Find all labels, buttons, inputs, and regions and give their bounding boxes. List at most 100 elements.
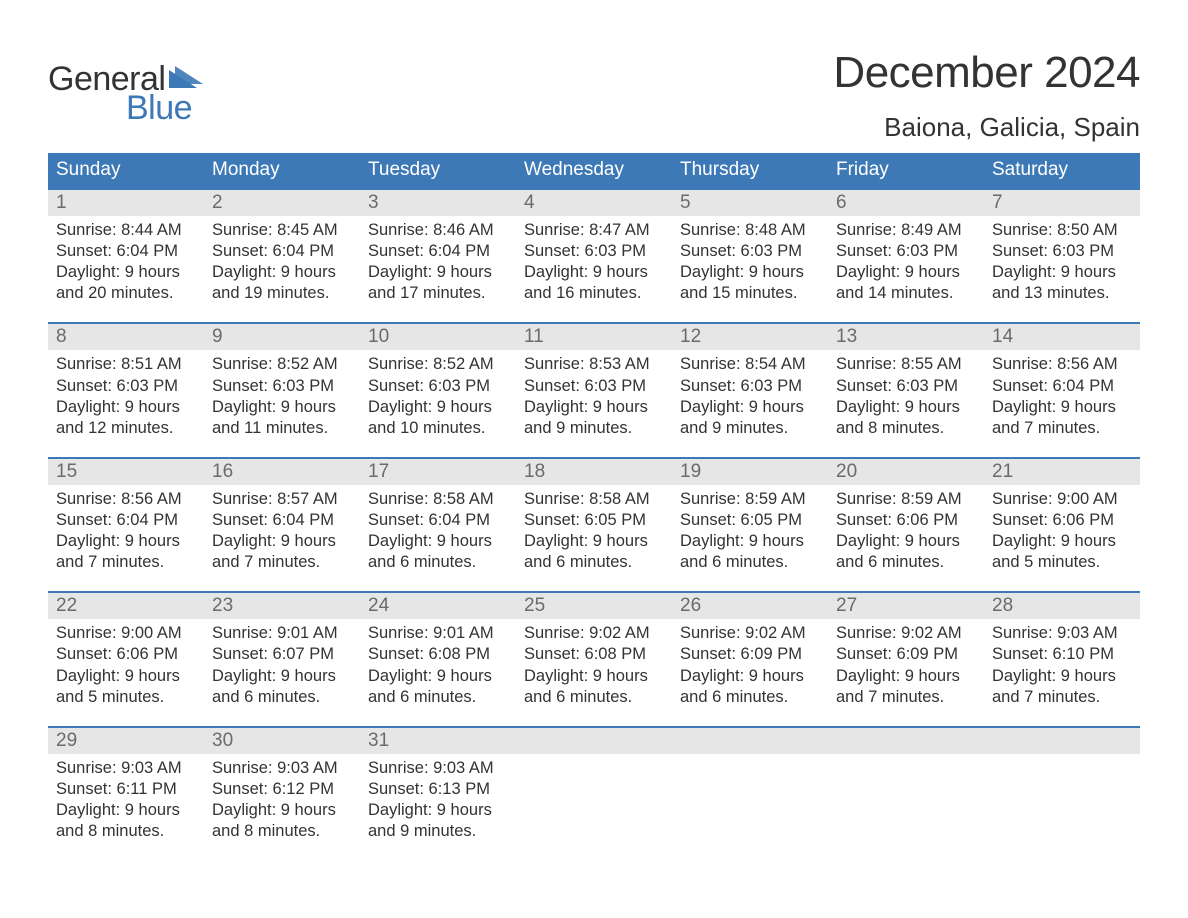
- day-number-row: 12: [672, 324, 828, 350]
- sunset-line: Sunset: 6:06 PM: [56, 644, 196, 665]
- page-header: General Blue December 2024 Baiona, Galic…: [48, 48, 1140, 143]
- daylight-line-1: Daylight: 9 hours: [680, 397, 820, 418]
- day-number-row: 2: [204, 190, 360, 216]
- day-number: 6: [836, 192, 847, 213]
- daylight-line-2: and 6 minutes.: [680, 687, 820, 708]
- day-number-row: .: [672, 728, 828, 754]
- sunrise-line: Sunrise: 9:01 AM: [368, 623, 508, 644]
- day-cell: 1Sunrise: 8:44 AMSunset: 6:04 PMDaylight…: [48, 190, 204, 304]
- day-number: 5: [680, 192, 691, 213]
- daylight-line-1: Daylight: 9 hours: [56, 531, 196, 552]
- day-number-row: 10: [360, 324, 516, 350]
- daylight-line-2: and 6 minutes.: [368, 687, 508, 708]
- day-cell: 29Sunrise: 9:03 AMSunset: 6:11 PMDayligh…: [48, 728, 204, 842]
- day-body: Sunrise: 8:51 AMSunset: 6:03 PMDaylight:…: [48, 350, 204, 438]
- day-number-row: 21: [984, 459, 1140, 485]
- sunset-line: Sunset: 6:03 PM: [56, 376, 196, 397]
- month-title: December 2024: [833, 48, 1140, 98]
- sunrise-line: Sunrise: 8:49 AM: [836, 220, 976, 241]
- daylight-line-2: and 5 minutes.: [56, 687, 196, 708]
- daylight-line-1: Daylight: 9 hours: [524, 397, 664, 418]
- sunrise-line: Sunrise: 9:00 AM: [56, 623, 196, 644]
- day-number-row: 1: [48, 190, 204, 216]
- daylight-line-2: and 15 minutes.: [680, 283, 820, 304]
- sunrise-line: Sunrise: 8:45 AM: [212, 220, 352, 241]
- weekday-header: Sunday: [48, 153, 204, 188]
- daylight-line-2: and 11 minutes.: [212, 418, 352, 439]
- day-cell: 25 Sunrise: 9:02 AMSunset: 6:08 PMDayligh…: [516, 593, 672, 707]
- day-number-row: 31: [360, 728, 516, 754]
- day-cell: 12 Sunrise: 8:54 AMSunset: 6:03 PMDayligh…: [672, 324, 828, 438]
- sunset-line: Sunset: 6:03 PM: [680, 376, 820, 397]
- week-row: 1Sunrise: 8:44 AMSunset: 6:04 PMDaylight…: [48, 188, 1140, 304]
- day-cell: 2 Sunrise: 8:45 AMSunset: 6:04 PMDaylight…: [204, 190, 360, 304]
- sunset-line: Sunset: 6:05 PM: [524, 510, 664, 531]
- sunset-line: Sunset: 6:03 PM: [992, 241, 1132, 262]
- sunset-line: Sunset: 6:04 PM: [368, 510, 508, 531]
- day-number: 12: [680, 326, 701, 347]
- daylight-line-2: and 17 minutes.: [368, 283, 508, 304]
- day-number: 2: [212, 192, 223, 213]
- sunset-line: Sunset: 6:04 PM: [992, 376, 1132, 397]
- day-cell: 24Sunrise: 9:01 AMSunset: 6:08 PMDayligh…: [360, 593, 516, 707]
- day-number-row: .: [828, 728, 984, 754]
- daylight-line-1: Daylight: 9 hours: [524, 262, 664, 283]
- day-number-row: 25: [516, 593, 672, 619]
- day-body: Sunrise: 8:45 AMSunset: 6:04 PMDaylight:…: [204, 216, 360, 304]
- empty-day-cell: .: [516, 728, 672, 842]
- day-cell: 9Sunrise: 8:52 AMSunset: 6:03 PMDaylight…: [204, 324, 360, 438]
- sunrise-line: Sunrise: 8:56 AM: [992, 354, 1132, 375]
- day-body: Sunrise: 8:46 AMSunset: 6:04 PMDaylight:…: [360, 216, 516, 304]
- weeks-container: 1Sunrise: 8:44 AMSunset: 6:04 PMDaylight…: [48, 188, 1140, 842]
- sunrise-line: Sunrise: 8:58 AM: [524, 489, 664, 510]
- day-body: Sunrise: 8:48 AMSunset: 6:03 PMDaylight:…: [672, 216, 828, 304]
- daylight-line-2: and 7 minutes.: [992, 418, 1132, 439]
- day-number-row: .: [984, 728, 1140, 754]
- day-body: Sunrise: 8:54 AMSunset: 6:03 PMDaylight:…: [672, 350, 828, 438]
- day-number: 7: [992, 192, 1003, 213]
- day-number: 30: [212, 730, 233, 751]
- day-number-row: 27: [828, 593, 984, 619]
- daylight-line-1: Daylight: 9 hours: [212, 397, 352, 418]
- day-number: 15: [56, 461, 77, 482]
- day-body: Sunrise: 9:02 AMSunset: 6:08 PMDaylight:…: [516, 619, 672, 707]
- day-number: 27: [836, 595, 857, 616]
- daylight-line-1: Daylight: 9 hours: [368, 666, 508, 687]
- sunset-line: Sunset: 6:06 PM: [992, 510, 1132, 531]
- day-body: Sunrise: 9:01 AMSunset: 6:08 PMDaylight:…: [360, 619, 516, 707]
- day-cell: 6Sunrise: 8:49 AMSunset: 6:03 PMDaylight…: [828, 190, 984, 304]
- weekday-header-row: SundayMondayTuesdayWednesdayThursdayFrid…: [48, 153, 1140, 188]
- daylight-line-1: Daylight: 9 hours: [680, 531, 820, 552]
- calendar: SundayMondayTuesdayWednesdayThursdayFrid…: [48, 153, 1140, 842]
- brand-logo: General Blue: [48, 60, 203, 128]
- week-row: 22Sunrise: 9:00 AMSunset: 6:06 PMDayligh…: [48, 591, 1140, 707]
- daylight-line-2: and 6 minutes.: [368, 552, 508, 573]
- daylight-line-2: and 8 minutes.: [56, 821, 196, 842]
- sunrise-line: Sunrise: 9:00 AM: [992, 489, 1132, 510]
- daylight-line-2: and 6 minutes.: [836, 552, 976, 573]
- daylight-line-2: and 9 minutes.: [680, 418, 820, 439]
- daylight-line-1: Daylight: 9 hours: [212, 800, 352, 821]
- day-number: 25: [524, 595, 545, 616]
- weekday-header: Wednesday: [516, 153, 672, 188]
- day-cell: 7Sunrise: 8:50 AMSunset: 6:03 PMDaylight…: [984, 190, 1140, 304]
- day-body: Sunrise: 9:03 AMSunset: 6:10 PMDaylight:…: [984, 619, 1140, 707]
- daylight-line-1: Daylight: 9 hours: [56, 262, 196, 283]
- daylight-line-2: and 9 minutes.: [524, 418, 664, 439]
- day-number: 26: [680, 595, 701, 616]
- sunset-line: Sunset: 6:07 PM: [212, 644, 352, 665]
- daylight-line-1: Daylight: 9 hours: [368, 800, 508, 821]
- sunrise-line: Sunrise: 8:53 AM: [524, 354, 664, 375]
- sunset-line: Sunset: 6:03 PM: [212, 376, 352, 397]
- sunrise-line: Sunrise: 8:47 AM: [524, 220, 664, 241]
- sunset-line: Sunset: 6:04 PM: [56, 510, 196, 531]
- daylight-line-2: and 20 minutes.: [56, 283, 196, 304]
- location-subtitle: Baiona, Galicia, Spain: [833, 112, 1140, 143]
- empty-day-cell: .: [672, 728, 828, 842]
- daylight-line-2: and 6 minutes.: [680, 552, 820, 573]
- week-row: 15Sunrise: 8:56 AMSunset: 6:04 PMDayligh…: [48, 457, 1140, 573]
- day-number: 8: [56, 326, 67, 347]
- daylight-line-1: Daylight: 9 hours: [992, 531, 1132, 552]
- day-number-row: 6: [828, 190, 984, 216]
- day-cell: 21 Sunrise: 9:00 AMSunset: 6:06 PMDayligh…: [984, 459, 1140, 573]
